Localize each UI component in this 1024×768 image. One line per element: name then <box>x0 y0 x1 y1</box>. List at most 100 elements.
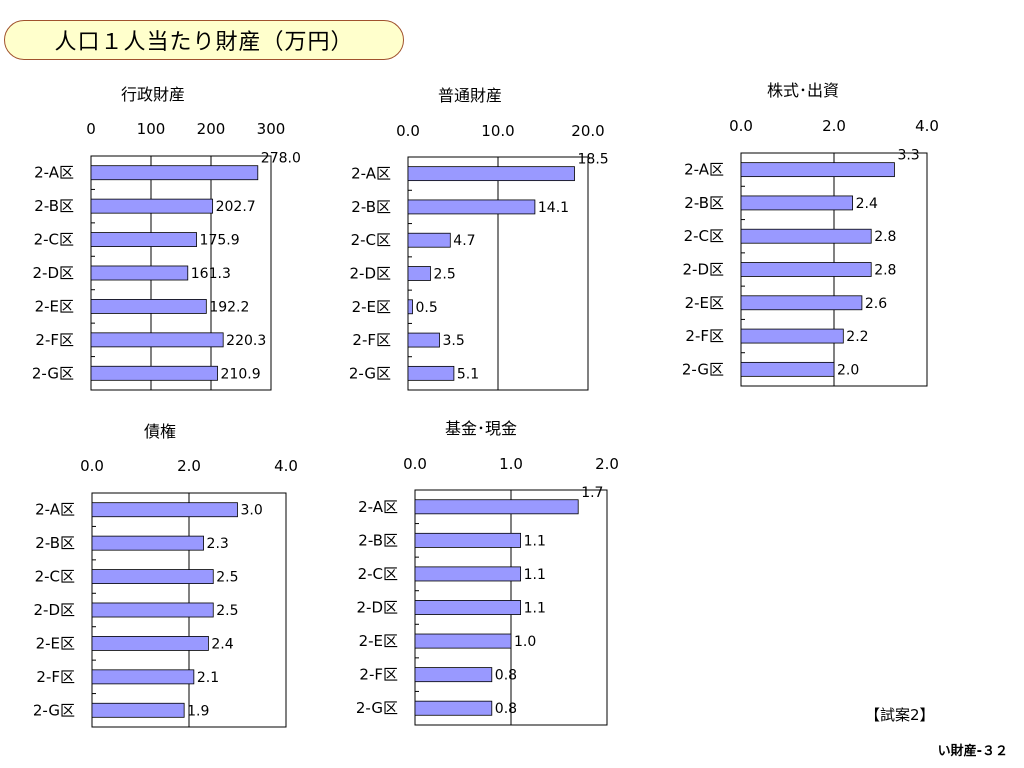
category-label: 2-G区 <box>349 364 391 382</box>
data-label: 2.1 <box>197 670 219 686</box>
data-label: 2.3 <box>207 536 229 552</box>
category-label: 2-C区 <box>35 568 75 586</box>
category-label: 2-D区 <box>33 601 75 619</box>
bar <box>90 299 207 314</box>
category-label: 2-D区 <box>32 264 74 282</box>
data-label: 2.8 <box>874 229 896 245</box>
bar <box>91 636 209 651</box>
x-tick-label: 0 <box>86 120 96 138</box>
category-label: 2-A区 <box>35 501 75 519</box>
bar <box>414 667 493 683</box>
category-label: 2-B区 <box>34 197 74 215</box>
data-label: 3.3 <box>897 148 919 164</box>
data-label: 192.2 <box>209 299 249 315</box>
chart-title: 株式･出資 <box>767 81 839 100</box>
category-label: 2-E区 <box>36 634 75 652</box>
category-label: 2-G区 <box>356 699 398 717</box>
bar <box>740 295 863 311</box>
x-tick-label: 200 <box>197 120 226 138</box>
bar <box>91 669 195 685</box>
bar <box>407 332 440 348</box>
category-label: 2-C区 <box>34 231 74 249</box>
category-label: 2-E区 <box>35 297 74 315</box>
bar <box>414 499 579 515</box>
x-tick-label: 100 <box>137 120 166 138</box>
bar <box>90 265 189 281</box>
x-tick-label: 0.0 <box>403 455 427 473</box>
bar <box>90 365 218 381</box>
category-label: 2-F区 <box>352 331 391 349</box>
x-tick-label: 1.0 <box>499 455 523 473</box>
data-label: 0.8 <box>495 701 517 717</box>
draft-tag: 【試案2】 <box>865 706 935 724</box>
data-label: 2.5 <box>216 570 238 586</box>
category-label: 2-G区 <box>33 701 75 719</box>
category-label: 2-D区 <box>356 599 398 617</box>
data-label: 0.5 <box>416 300 438 316</box>
bar <box>407 166 575 182</box>
category-label: 2-A区 <box>34 164 74 182</box>
data-label: 210.9 <box>221 366 261 382</box>
page-number: い財産-３２ <box>937 744 1008 759</box>
x-tick-label: 2.0 <box>595 455 619 473</box>
data-label: 0.8 <box>495 668 517 684</box>
category-label: 2-E区 <box>685 294 724 312</box>
chart-title: 債権 <box>144 422 176 441</box>
chart-title: 基金･現金 <box>445 419 517 438</box>
data-label: 2.8 <box>874 263 896 279</box>
data-label: 3.5 <box>443 333 465 349</box>
data-label: 5.1 <box>457 366 479 382</box>
bar <box>91 569 214 584</box>
data-label: 2.6 <box>865 296 887 312</box>
data-label: 18.5 <box>578 152 609 168</box>
x-tick-label: 20.0 <box>571 122 604 140</box>
bar <box>407 299 413 315</box>
bar <box>740 195 853 211</box>
data-label: 2.5 <box>434 267 456 283</box>
data-label: 2.0 <box>837 362 859 378</box>
data-label: 4.7 <box>453 233 475 249</box>
bar <box>414 566 521 582</box>
category-label: 2-B区 <box>351 198 391 216</box>
category-label: 2-B区 <box>684 194 724 212</box>
bar <box>90 198 214 214</box>
x-tick-label: 2.0 <box>822 117 846 135</box>
data-label: 278.0 <box>261 151 301 167</box>
category-label: 2-E区 <box>359 632 398 650</box>
category-label: 2-B区 <box>35 534 75 552</box>
data-label: 1.7 <box>581 485 603 501</box>
bar <box>414 532 521 548</box>
x-tick-label: 4.0 <box>274 457 298 475</box>
category-label: 2-C区 <box>358 565 398 583</box>
data-label: 3.0 <box>241 503 263 519</box>
x-tick-label: 4.0 <box>915 117 939 135</box>
bar <box>407 232 451 248</box>
bar <box>740 328 844 344</box>
category-label: 2-G区 <box>682 360 724 378</box>
data-label: 202.7 <box>216 199 256 215</box>
bar <box>407 365 455 381</box>
bar <box>91 602 214 618</box>
bar <box>414 633 512 649</box>
x-tick-label: 10.0 <box>481 122 514 140</box>
category-label: 2-C区 <box>684 227 724 245</box>
data-label: 220.3 <box>226 333 266 349</box>
category-label: 2-F区 <box>35 331 74 349</box>
x-tick-label: 0.0 <box>729 117 753 135</box>
data-label: 1.1 <box>524 601 546 617</box>
bar <box>740 262 872 277</box>
bar <box>414 600 521 615</box>
data-label: 175.9 <box>200 233 240 249</box>
category-label: 2-F区 <box>685 327 724 345</box>
bar <box>414 700 493 716</box>
data-label: 1.1 <box>524 567 546 583</box>
data-label: 1.9 <box>187 703 209 719</box>
category-label: 2-A区 <box>684 161 724 179</box>
chart-title: 行政財産 <box>121 85 185 104</box>
category-label: 2-G区 <box>32 364 74 382</box>
